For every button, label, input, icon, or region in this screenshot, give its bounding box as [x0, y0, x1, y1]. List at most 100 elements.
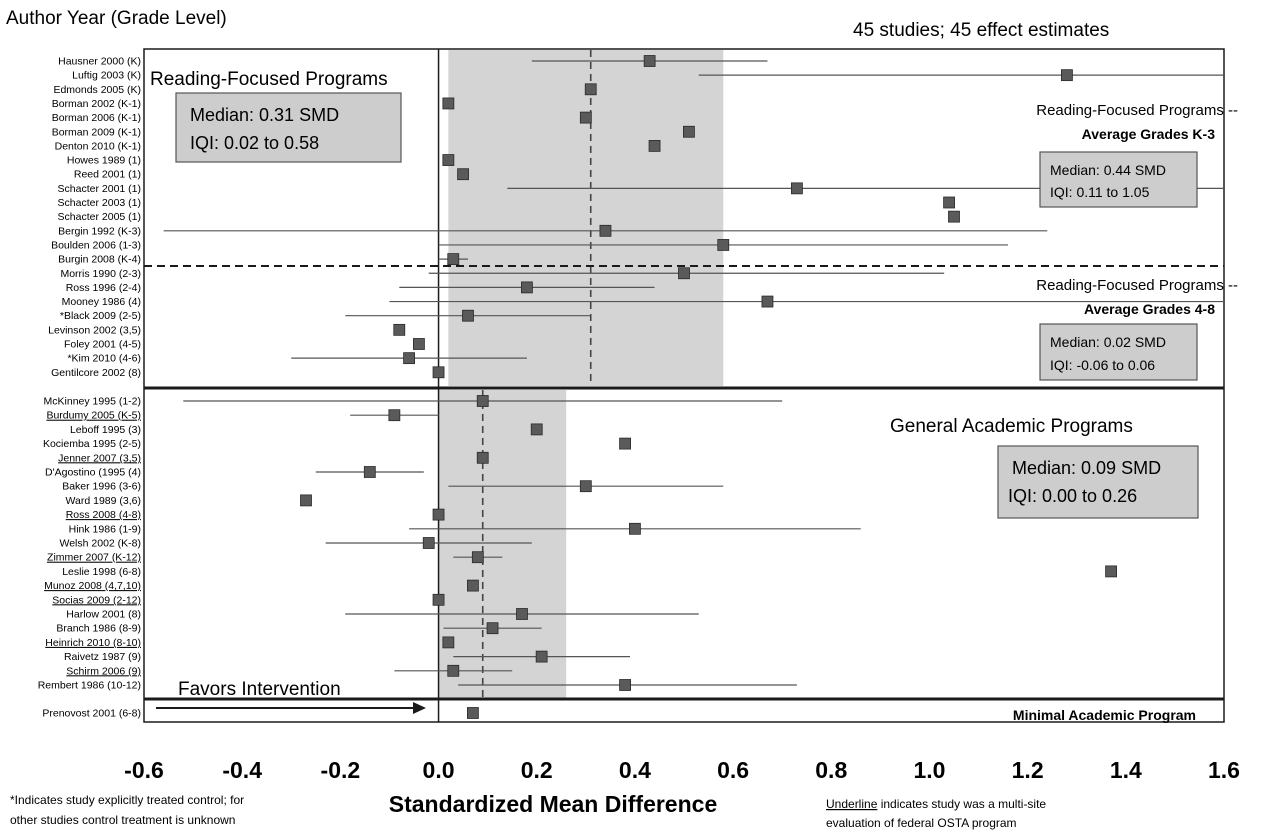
effect-marker	[300, 494, 312, 507]
study-label: *Black 2009 (2-5)	[60, 310, 141, 322]
header-right-title: 45 studies; 45 effect estimates	[853, 20, 1109, 41]
study-label: Kociemba 1995 (2-5)	[43, 438, 141, 450]
study-label: Ross 2008 (4-8)	[66, 509, 141, 521]
effect-marker	[678, 267, 690, 280]
general-iqi-label: IQI: 0.00 to 0.26	[1008, 486, 1137, 506]
effect-marker	[619, 679, 631, 691]
footnote-left-line2: other studies control treatment is unkno…	[10, 813, 235, 827]
study-label: McKinney 1995 (1-2)	[44, 396, 141, 408]
effect-marker	[442, 154, 455, 166]
effect-marker	[584, 83, 597, 96]
study-label: Socias 2009 (2-12)	[52, 594, 141, 606]
study-labels: Hausner 2000 (K) Luftig 2003 (K) Edmonds 2…	[38, 56, 141, 720]
favors-intervention-arrow	[156, 702, 426, 714]
effect-marker	[393, 323, 406, 336]
subgroup-k3-iqi: IQI: 0.11 to 1.05	[1050, 184, 1150, 200]
study-label: Munoz 2008 (4,7,10)	[44, 580, 141, 592]
effect-marker	[457, 168, 469, 181]
study-label: Borman 2002 (K-1)	[52, 98, 141, 110]
study-label: Burdumy 2005 (K-5)	[46, 410, 141, 422]
plot-frame	[143, 48, 1225, 723]
footnote-right-line1: Underline indicates study was a multi-si…	[826, 797, 1046, 811]
effect-marker	[579, 480, 592, 493]
iqi-band-1	[438, 390, 567, 698]
subgroup-48-title: Reading-Focused Programs --	[1036, 277, 1238, 294]
x-tick-label: 1.4	[1110, 757, 1142, 783]
footnote-left-line1: *Indicates study explicitly treated cont…	[10, 793, 244, 807]
effect-marker	[442, 97, 455, 110]
study-label: Reed 2001 (1)	[74, 169, 141, 181]
iqi-band-0	[448, 50, 724, 386]
x-tick-label: 0.8	[815, 757, 847, 783]
footnote-right-line2: evaluation of federal OSTA program	[826, 816, 1017, 830]
iqi-bands	[438, 50, 724, 698]
study-label: Schacter 2001 (1)	[58, 183, 141, 195]
study-label: Morris 1990 (2-3)	[60, 268, 141, 280]
study-label: Jenner 2007 (3,5)	[58, 452, 141, 464]
section-title-general: General Academic Programs	[890, 416, 1133, 437]
study-label: Branch 1986 (8-9)	[56, 623, 141, 635]
general-median-label: Median: 0.09 SMD	[1012, 458, 1161, 478]
study-label: Mooney 1986 (4)	[62, 296, 141, 308]
study-label: Burgin 2008 (K-4)	[58, 254, 141, 266]
x-axis-ticks: -0.6 -0.4 -0.2 0.0 0.2 0.4 0.6 0.8 1.0 1.2 1.4 1.6	[124, 757, 1240, 783]
section-title-reading: Reading-Focused Programs	[150, 69, 388, 90]
study-label: Borman 2009 (K-1)	[52, 126, 141, 138]
effect-marker	[447, 253, 460, 266]
header-left-title: Author Year (Grade Level)	[6, 8, 227, 29]
effect-marker	[948, 210, 960, 223]
study-label: Welsh 2002 (K-8)	[59, 538, 141, 550]
effect-marker	[442, 636, 455, 649]
subgroup-48-iqi: IQI: -0.06 to 0.06	[1050, 357, 1155, 373]
x-tick-label: 1.0	[913, 757, 945, 783]
study-label: Raivetz 1987 (9)	[64, 651, 141, 663]
effect-marker	[413, 338, 425, 350]
effect-marker	[648, 139, 661, 152]
effect-marker	[619, 437, 631, 450]
study-label: Boulden 2006 (1-3)	[51, 239, 141, 251]
effect-marker	[683, 125, 695, 138]
subgroup-k3-median: Median: 0.44 SMD	[1050, 162, 1166, 178]
subgroup-k3-subtitle: Average Grades K-3	[1082, 126, 1216, 142]
effect-marker	[530, 423, 543, 436]
subgroup-k3-title: Reading-Focused Programs --	[1036, 102, 1238, 119]
study-label: Schirm 2006 (9)	[66, 665, 141, 677]
study-label: Foley 2001 (4-5)	[64, 339, 141, 351]
study-label: Gentilcore 2002 (8)	[51, 367, 141, 379]
effect-marker	[629, 522, 641, 535]
reading-median-box	[175, 92, 402, 163]
study-label: Leslie 1998 (6-8)	[62, 566, 141, 578]
footnote-right-rest: indicates study was a multi-site	[877, 797, 1046, 811]
effect-markers	[300, 55, 1117, 719]
study-label: Borman 2006 (K-1)	[52, 112, 141, 124]
study-label: Zimmer 2007 (K-12)	[47, 552, 141, 564]
effect-marker	[516, 608, 528, 620]
x-tick-label: 0.4	[619, 757, 651, 783]
x-axis-label: Standardized Mean Difference	[389, 791, 717, 817]
effect-marker	[432, 366, 445, 379]
study-label: Howes 1989 (1)	[67, 155, 141, 167]
study-label: Bergin 1992 (K-3)	[58, 225, 141, 237]
effect-marker	[486, 622, 499, 635]
effect-marker	[363, 466, 376, 478]
favors-intervention-label: Favors Intervention	[178, 679, 341, 700]
effect-marker	[535, 650, 548, 663]
subgroup-48-subtitle: Average Grades 4-8	[1084, 301, 1215, 317]
effect-marker	[476, 395, 489, 407]
effect-marker	[432, 593, 445, 606]
study-label: Leboff 1995 (3)	[70, 424, 141, 436]
study-label: Baker 1996 (3-6)	[62, 481, 141, 493]
study-label: Schacter 2003 (1)	[58, 197, 141, 209]
x-tick-label: 0.2	[521, 757, 553, 783]
study-label: Hausner 2000 (K)	[58, 56, 141, 68]
subgroup-k3-box	[1039, 151, 1198, 208]
effect-marker	[471, 551, 484, 564]
effect-marker	[791, 182, 803, 195]
x-tick-label: 0.6	[717, 757, 749, 783]
effect-marker	[599, 224, 612, 237]
study-label: Harlow 2001 (8)	[66, 609, 141, 621]
effect-marker	[467, 579, 479, 592]
effect-marker	[521, 281, 533, 294]
plot-structure	[144, 49, 1224, 722]
